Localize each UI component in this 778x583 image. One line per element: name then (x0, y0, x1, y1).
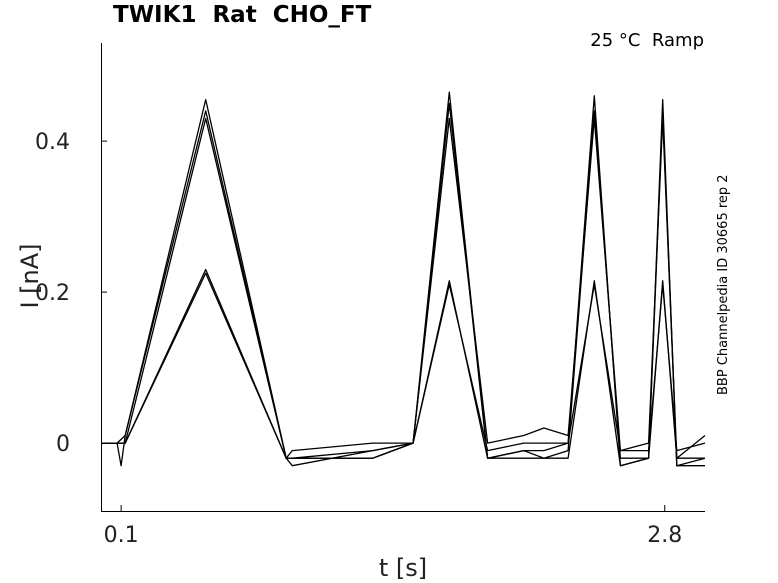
x-tick-label: 0.1 (104, 523, 139, 548)
chart-title: TWIK1 Rat CHO_FT (113, 2, 372, 28)
y-tick-label: 0 (56, 432, 70, 457)
axes (101, 43, 705, 512)
y-tick-label: 0.2 (35, 281, 70, 306)
x-tick-label: 2.8 (647, 523, 682, 548)
x-axis-label: t [s] (379, 554, 427, 582)
tick-layer: 0 0.2 0.4 0.1 2.8 (35, 130, 682, 548)
series-line-4 (101, 272, 705, 467)
y-axis-label: I [nA] (16, 243, 44, 308)
series-line-5 (101, 268, 706, 459)
series-layer (101, 91, 706, 467)
chart-subtitle: 25 °C Ramp (590, 30, 704, 51)
y-tick-label: 0.4 (35, 130, 70, 155)
